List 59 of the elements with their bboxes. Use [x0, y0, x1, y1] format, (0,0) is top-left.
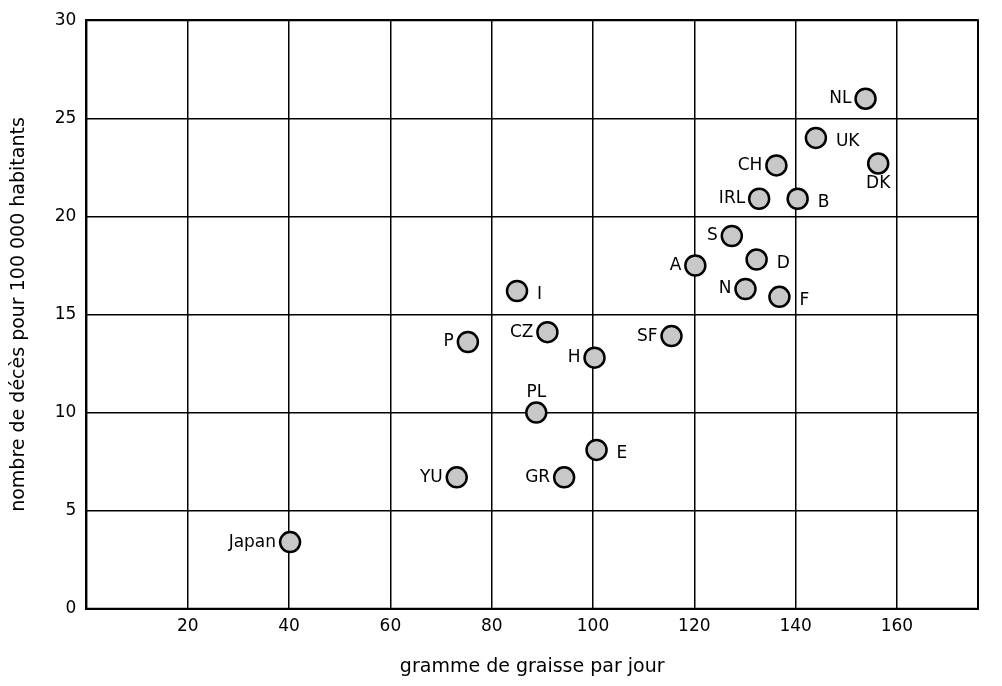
series-label: SF: [636, 324, 658, 345]
x-tick-label: 140: [779, 615, 812, 636]
point: [660, 324, 683, 348]
x-tick-label: 20: [176, 615, 199, 636]
point: [552, 466, 576, 489]
y-tick-label: 30: [54, 8, 77, 29]
point: [747, 187, 771, 210]
y-tick-label: 25: [54, 106, 77, 127]
point: [456, 330, 480, 354]
x-tick-label: 60: [379, 615, 402, 636]
y-tick-label: 15: [54, 302, 77, 323]
series-label: H: [567, 346, 581, 367]
point: [866, 152, 890, 175]
point: [445, 466, 468, 489]
series-label: N: [718, 277, 732, 298]
point: [278, 530, 302, 554]
y-tick-label: 20: [54, 204, 77, 225]
x-tick-label: 40: [278, 615, 300, 636]
point: [854, 87, 877, 110]
series-label: Japan: [227, 530, 277, 551]
series-label: D: [776, 251, 790, 272]
series-label: PL: [526, 380, 547, 401]
series-label: DK: [866, 172, 892, 193]
series-label: A: [669, 253, 682, 274]
x-tick-label: 80: [480, 615, 503, 636]
point: [720, 224, 744, 248]
y-tick-label: 10: [54, 401, 77, 422]
series-label: CH: [737, 153, 763, 174]
point: [585, 438, 608, 462]
point: [734, 277, 757, 301]
point: [583, 346, 606, 369]
x-tick-label: 100: [576, 615, 610, 636]
x-tick-label: 120: [678, 615, 711, 636]
point: [505, 279, 529, 303]
series-label: S: [707, 224, 718, 245]
series-label: IRL: [718, 187, 746, 208]
x-axis-title: gramme de graisse par jour: [399, 653, 665, 676]
point: [765, 154, 788, 177]
x-tick-label: 160: [880, 615, 914, 636]
series-label: F: [799, 289, 810, 310]
series-label: UK: [835, 130, 861, 151]
y-tick-label: 0: [65, 597, 77, 618]
series-label: I: [537, 283, 543, 304]
point: [804, 126, 828, 150]
series-label: YU: [418, 465, 443, 486]
point: [684, 254, 707, 277]
series-label: GR: [525, 465, 551, 486]
point: [745, 248, 768, 271]
series-label: E: [616, 442, 628, 463]
series-label: B: [817, 191, 830, 212]
series-label: P: [443, 330, 454, 351]
point: [536, 320, 559, 344]
point: [786, 187, 809, 210]
series-label: NL: [829, 87, 853, 108]
point: [525, 401, 548, 424]
y-axis-title: nombre de décès pour 100 000 habitants: [6, 117, 29, 512]
series-label: CZ: [509, 320, 534, 341]
y-tick-label: 5: [65, 499, 77, 520]
point: [768, 285, 791, 309]
